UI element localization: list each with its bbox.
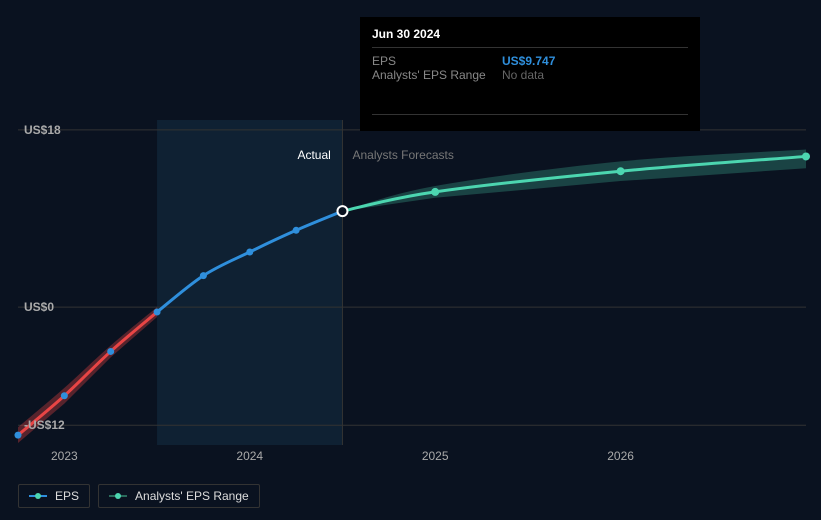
zone-label-forecast: Analysts Forecasts [352,148,453,162]
x-axis-label: 2023 [51,449,78,463]
zone-label-actual: Actual [297,148,330,162]
legend: EPS Analysts' EPS Range [18,484,260,508]
tooltip-val-range: No data [502,68,544,82]
legend-swatch-range [109,491,127,501]
eps-chart: US$18 US$0 -US$12 Actual Analysts Foreca… [0,0,821,520]
hover-tooltip: Jun 30 2024 EPS US$9.747 Analysts' EPS R… [360,17,700,131]
tooltip-key-eps: EPS [372,54,502,68]
tooltip-val-eps: US$9.747 [502,54,555,68]
legend-label: EPS [55,489,79,503]
legend-item-eps[interactable]: EPS [18,484,90,508]
y-axis-label-0: US$0 [24,300,54,314]
legend-item-range[interactable]: Analysts' EPS Range [98,484,260,508]
y-axis-label-18: US$18 [24,123,61,137]
legend-label: Analysts' EPS Range [135,489,249,503]
x-axis-label: 2025 [422,449,449,463]
tooltip-key-range: Analysts' EPS Range [372,68,502,82]
y-axis-label-neg12: -US$12 [24,418,65,432]
legend-swatch-eps [29,491,47,501]
tooltip-date: Jun 30 2024 [372,27,688,41]
x-axis-label: 2024 [236,449,263,463]
x-axis-label: 2026 [607,449,634,463]
